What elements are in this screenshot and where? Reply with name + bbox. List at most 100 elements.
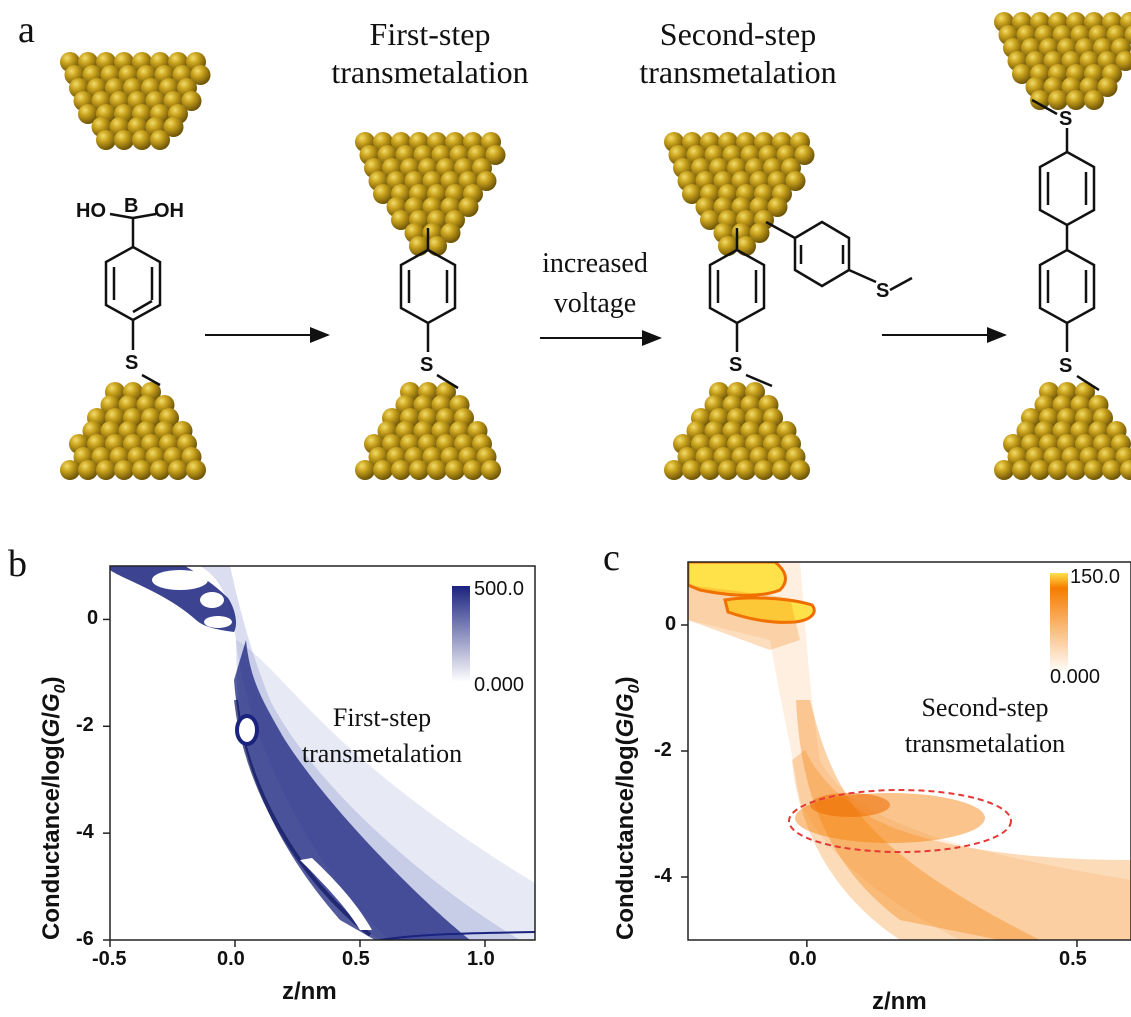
gold-atom xyxy=(409,460,429,480)
annotation-c-line2: transmetalation xyxy=(904,729,1066,758)
y-tick-label: -4 xyxy=(76,821,94,844)
tip-electrode-1 xyxy=(60,52,211,150)
colorbar-b-max: 500.0 xyxy=(474,578,525,600)
substrate-electrode-4 xyxy=(994,382,1131,480)
gold-atom xyxy=(440,223,461,243)
gold-atom xyxy=(96,460,116,480)
colorbar-b-min: 0.000 xyxy=(474,674,525,696)
plot-c-ticks xyxy=(681,624,1078,947)
gold-atom xyxy=(682,460,702,480)
gold-atom xyxy=(485,145,506,165)
gold-atom xyxy=(355,460,375,480)
gold-atom xyxy=(767,197,788,217)
heatmap-c-top xyxy=(688,562,787,597)
gold-atom xyxy=(427,460,447,480)
gold-atom xyxy=(132,460,152,480)
gold-atom xyxy=(181,91,202,111)
annotation-c: Second-step transmetalation xyxy=(870,690,1100,762)
x-axis-title-b: z/nm xyxy=(282,978,337,1005)
annotation-b-line2: transmetalation xyxy=(301,739,463,768)
gold-atom xyxy=(1115,51,1131,71)
gold-atom xyxy=(409,236,429,256)
gold-atom xyxy=(373,460,393,480)
gold-atom xyxy=(476,171,497,191)
gold-atom xyxy=(391,210,411,230)
atom-oh: OH xyxy=(154,200,184,222)
gold-atom xyxy=(78,104,98,124)
gold-atom xyxy=(1066,90,1086,110)
atom-s-4: S xyxy=(876,280,890,302)
gold-atom xyxy=(96,130,116,150)
molecule-2 xyxy=(399,228,459,390)
caption-first-line2: transmetalation xyxy=(331,54,529,90)
gold-atom xyxy=(1102,460,1122,480)
heatmap-c-main xyxy=(796,700,1040,940)
panel-a-graphics xyxy=(60,12,1131,480)
panel-b-plot xyxy=(103,565,536,947)
gold-atom xyxy=(163,117,184,137)
annotation-c-line1: Second-step xyxy=(921,693,1049,722)
panel-b-label: b xyxy=(8,543,27,585)
tip-electrode-3 xyxy=(664,132,815,256)
gold-atom xyxy=(1097,77,1118,97)
x-tick-label: 0.5 xyxy=(1058,948,1087,970)
colorbar-b xyxy=(452,586,470,682)
gold-atom xyxy=(1012,64,1032,84)
gold-atom xyxy=(458,197,479,217)
substrate-electrode-1 xyxy=(60,382,206,480)
gold-atom xyxy=(168,460,188,480)
atom-ho: HO xyxy=(76,200,106,222)
caption-first-step: First-step transmetalation xyxy=(300,15,560,91)
heatmap-b-main xyxy=(234,640,470,940)
x-tick-label: 0.5 xyxy=(342,948,370,970)
molecule-4 xyxy=(1031,98,1100,392)
y-tick-label: -6 xyxy=(76,928,94,950)
colorbar-c-max: 150.0 xyxy=(1070,566,1121,588)
gold-atom xyxy=(1048,460,1068,480)
gold-atom xyxy=(736,460,756,480)
gold-atom xyxy=(186,460,206,480)
atom-s-1: S xyxy=(125,352,139,374)
y-tick-label: -2 xyxy=(76,714,94,737)
gold-atom xyxy=(700,210,720,230)
gold-atom xyxy=(1084,90,1104,110)
plot-b-ticks xyxy=(103,618,486,947)
y-tick-label: 0 xyxy=(665,613,677,635)
x-tick-label: -0.5 xyxy=(92,948,127,970)
y-axis-title-b-text: Conductance/log(G/G0) xyxy=(38,676,69,940)
gold-atom xyxy=(785,171,806,191)
gold-atom xyxy=(794,145,815,165)
gold-atom xyxy=(391,460,411,480)
gold-atom xyxy=(1120,460,1131,480)
gold-atom xyxy=(132,130,152,150)
gold-atom xyxy=(427,236,447,256)
gold-atom xyxy=(1120,12,1131,32)
gold-atom xyxy=(772,460,792,480)
gold-atom xyxy=(1030,460,1050,480)
arrow-label-line2: voltage xyxy=(553,288,637,319)
y-tick-label: -2 xyxy=(654,739,672,761)
caption-first-line1: First-step xyxy=(369,16,491,52)
gold-atom xyxy=(1030,90,1050,110)
gold-atom xyxy=(749,223,770,243)
arrow-label-line1: increased xyxy=(542,248,648,279)
substrate-electrode-2 xyxy=(355,382,501,480)
panel-a-label: a xyxy=(18,9,35,51)
y-axis-title-c: Conductance/log(G/G0) xyxy=(612,676,644,940)
y-axis-title-b: Conductance/log(G/G0) xyxy=(38,676,70,940)
atom-s-3: S xyxy=(729,354,743,376)
x-tick-label: 0.0 xyxy=(217,948,245,970)
gold-atom xyxy=(150,130,170,150)
gold-atom xyxy=(373,184,393,204)
x-tick-label: 0.0 xyxy=(788,948,817,970)
atom-s-6: S xyxy=(1059,355,1073,377)
gold-atom xyxy=(190,65,211,85)
gold-atom xyxy=(114,460,134,480)
gold-atom xyxy=(78,460,98,480)
gold-atom xyxy=(60,460,80,480)
gold-atom xyxy=(736,236,756,256)
y-axis-title-c-text: Conductance/log(G/G0) xyxy=(612,676,643,940)
atom-s-5: S xyxy=(1059,108,1073,130)
panel-c-label: c xyxy=(603,537,620,579)
